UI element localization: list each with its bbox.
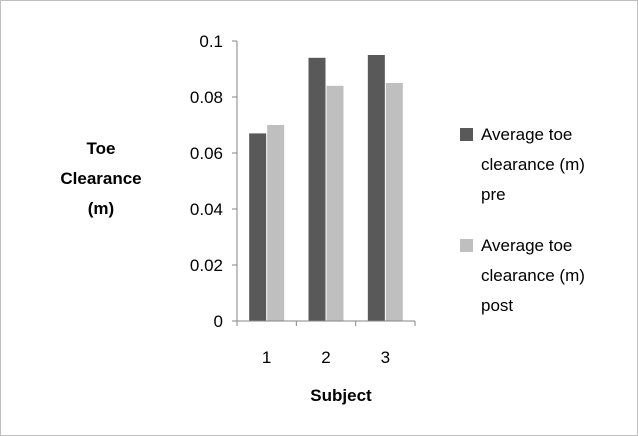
y-tick-labels: 0 0.02 0.04 0.06 0.08 0.1 [190, 32, 223, 331]
x-tick-label: 1 [262, 348, 271, 367]
y-tick-label: 0.02 [190, 256, 223, 275]
legend-entry-post: Average toe clearance (m) post [460, 236, 585, 315]
x-tick-label: 2 [321, 348, 330, 367]
y-axis-title: Toe Clearance (m) [60, 139, 141, 218]
bar-post-subject-1 [267, 125, 285, 321]
x-tick-label: 3 [381, 348, 390, 367]
bar-pre-subject-3 [367, 55, 385, 321]
legend-label: Average toe clearance (m) pre [481, 125, 585, 204]
legend: Average toe clearance (m) pre Average toe cl… [460, 125, 585, 315]
legend-swatch [460, 128, 473, 141]
y-tick-label: 0.08 [190, 88, 223, 107]
y-tick-label: 0 [214, 312, 223, 331]
y-tick-label: 0.06 [190, 144, 223, 163]
legend-entry-pre: Average toe clearance (m) pre [460, 125, 585, 204]
x-tick-labels: 1 2 3 [262, 348, 390, 367]
legend-label: Average toe clearance (m) post [481, 236, 585, 315]
y-tick-label: 0.04 [190, 200, 223, 219]
ticks-layer [232, 40, 416, 326]
bar-pre-subject-1 [249, 133, 267, 321]
bars-layer [249, 55, 403, 322]
y-tick-label: 0.1 [199, 32, 223, 51]
bar-pre-subject-2 [308, 57, 326, 322]
x-axis-title: Subject [310, 386, 372, 405]
bar-post-subject-3 [385, 83, 403, 321]
legend-swatch [460, 239, 473, 252]
bar-post-subject-2 [326, 85, 344, 321]
